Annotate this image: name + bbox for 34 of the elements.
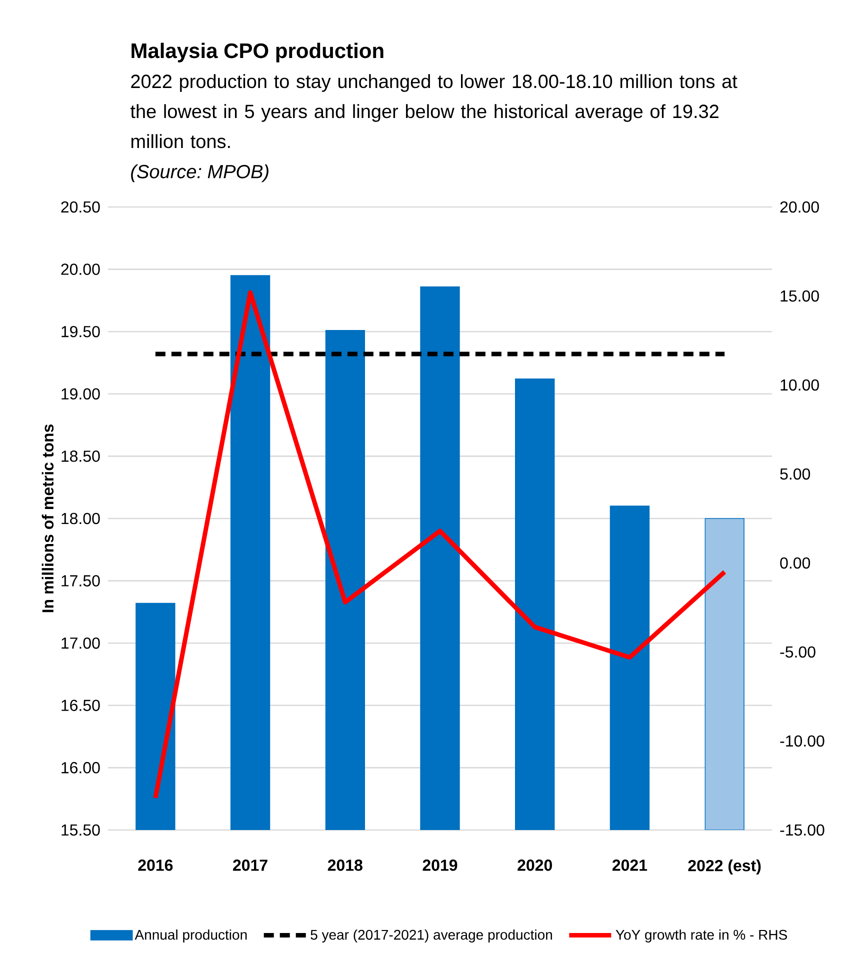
- y2-tick-label: 15.00: [780, 290, 819, 302]
- x-tick-label: 2020: [518, 860, 552, 871]
- legend-label: Annual production: [134, 929, 247, 943]
- y-axis-title: In millions of metric tons: [42, 424, 54, 612]
- y-tick-label: 18.00: [62, 512, 100, 524]
- y2-tick-label: 20.00: [780, 201, 819, 213]
- y2-tick-label: -10.00: [780, 735, 824, 747]
- y2-tick-label: 10.00: [780, 379, 819, 391]
- y-tick-label: 20.50: [61, 201, 100, 213]
- y-tick-label: 17.50: [62, 575, 100, 586]
- x-tick-label: 2022 (est): [688, 860, 761, 874]
- y-tick-label: 20.00: [61, 264, 100, 275]
- x-tick-label: 2017: [233, 860, 268, 871]
- legend-label: 5 year (2017-2021) average production: [310, 929, 552, 943]
- y2-tick-label: 0.00: [780, 557, 810, 569]
- x-tick-label: 2016: [138, 860, 173, 871]
- y-tick-label: 18.50: [62, 450, 100, 462]
- text: (Source: MPOB): [131, 164, 268, 182]
- chart-title: Malaysia CPO production: [132, 42, 384, 62]
- y-tick-label: 15.50: [62, 824, 100, 836]
- x-tick-label: 2021: [612, 860, 648, 871]
- y2-tick-label: -5.00: [780, 646, 816, 658]
- y2-tick-label: 5.00: [780, 468, 810, 480]
- legend-label: YoY growth rate in % - RHS: [616, 929, 787, 943]
- y2-tick-label: -15.00: [780, 824, 824, 836]
- y-tick-label: 16.50: [62, 700, 100, 712]
- line-series: [153, 290, 727, 800]
- chart-subtitle: 2022 production to stay unchanged to lower 18.00-18.10 million tons at the lowest in 5 years and linger below the historical average of 19.32 million tons.: [130, 74, 738, 148]
- x-tick-label: 2019: [422, 860, 458, 871]
- x-tick-label: 2018: [328, 860, 362, 871]
- y-tick-label: 17.00: [62, 637, 100, 649]
- y-tick-label: 19.00: [62, 388, 100, 400]
- y-tick-label: 16.00: [62, 762, 100, 774]
- y-tick-label: 19.50: [62, 326, 100, 338]
